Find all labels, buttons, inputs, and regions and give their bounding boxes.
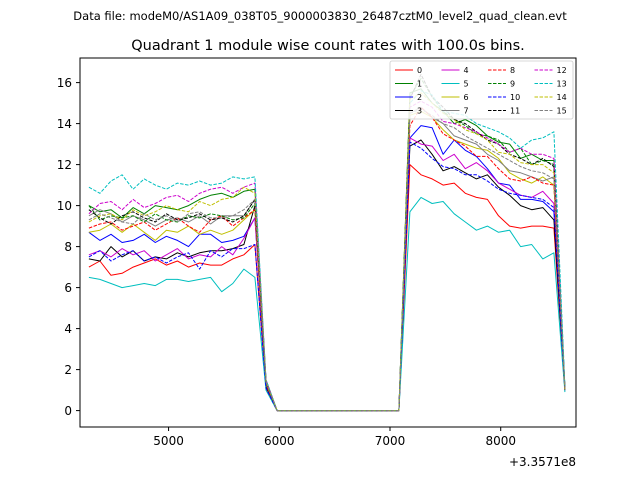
legend-label-14: 14 xyxy=(557,93,567,102)
legend-label-7: 7 xyxy=(464,107,469,116)
legend-label-8: 8 xyxy=(510,66,515,75)
legend-box xyxy=(389,60,574,120)
legend-label-1: 1 xyxy=(417,80,422,89)
series-line-1 xyxy=(88,88,566,412)
y-tick-label: 10 xyxy=(57,199,72,213)
y-tick-label: 14 xyxy=(57,117,72,131)
y-tick-label: 12 xyxy=(57,158,72,172)
series-line-9 xyxy=(88,78,566,412)
y-tick-label: 6 xyxy=(64,281,72,295)
chart-suptitle: Data file: modeM0/AS1A09_038T05_90000038… xyxy=(73,9,567,23)
legend-label-2: 2 xyxy=(417,93,422,102)
legend-label-3: 3 xyxy=(417,107,422,116)
series-line-10 xyxy=(88,141,566,412)
series-line-0 xyxy=(88,164,566,412)
x-tick-label: 8000 xyxy=(485,434,516,448)
y-axis: 0 2 4 6 8 10 12 14 16 xyxy=(57,76,80,418)
legend-label-4: 4 xyxy=(464,66,469,75)
x-axis: 5000 6000 7000 8000 xyxy=(153,427,516,448)
y-tick-label: 2 xyxy=(64,363,72,377)
series-line-12 xyxy=(88,100,566,412)
x-tick-label: 7000 xyxy=(375,434,406,448)
series-line-5 xyxy=(88,196,566,412)
legend-label-13: 13 xyxy=(557,80,567,89)
series-line-13 xyxy=(88,90,566,412)
y-tick-label: 4 xyxy=(64,322,72,336)
y-tick-label: 16 xyxy=(57,76,72,90)
series-line-6 xyxy=(88,110,566,412)
legend-label-11: 11 xyxy=(510,107,520,116)
legend-label-0: 0 xyxy=(417,66,422,75)
chart-title: Quadrant 1 module wise count rates with … xyxy=(131,38,525,54)
legend-label-6: 6 xyxy=(464,93,469,102)
series-line-2 xyxy=(88,125,566,412)
series-layer xyxy=(88,73,566,412)
x-offset-text: +3.3571e8 xyxy=(509,455,576,469)
legend-label-5: 5 xyxy=(464,80,469,89)
series-line-15 xyxy=(88,108,566,412)
legend-label-12: 12 xyxy=(557,66,567,75)
series-line-7 xyxy=(88,106,566,412)
axes-frame xyxy=(79,57,577,428)
legend-label-9: 9 xyxy=(510,80,515,89)
x-tick-label: 5000 xyxy=(153,434,184,448)
x-tick-label: 6000 xyxy=(264,434,295,448)
y-tick-label: 0 xyxy=(64,404,72,418)
legend-label-10: 10 xyxy=(510,93,520,102)
series-line-11 xyxy=(88,73,566,412)
legend-label-15: 15 xyxy=(557,107,567,116)
series-line-4 xyxy=(88,137,566,412)
series-line-8 xyxy=(88,106,566,412)
series-line-14 xyxy=(88,92,566,412)
series-line-3 xyxy=(88,139,566,412)
y-tick-label: 8 xyxy=(64,240,72,254)
